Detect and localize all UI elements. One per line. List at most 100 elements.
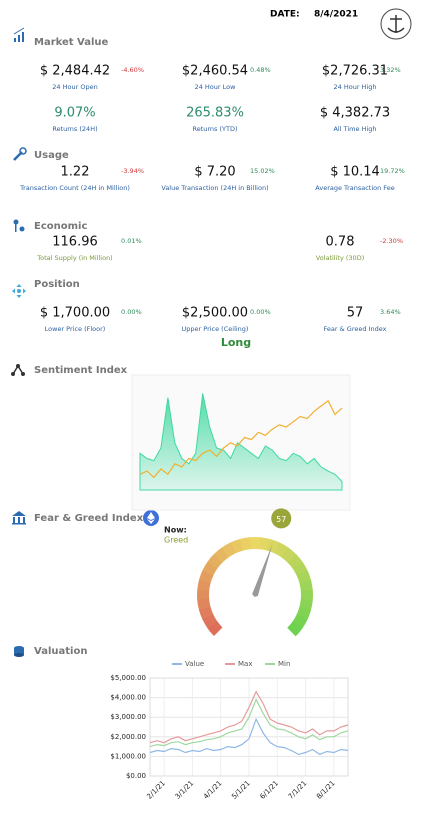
metric-change: -2.30% (380, 237, 403, 245)
metric-value: 57 (347, 306, 364, 321)
x-tick-label: 5/1/21 (230, 779, 252, 801)
metric-label: Transaction Count (24H in Million) (19, 184, 130, 192)
icon-position (12, 284, 26, 298)
legend-label: Value (185, 660, 204, 668)
metric-change: 3.64% (380, 308, 401, 316)
icon-economic (13, 219, 25, 232)
metric-label: Returns (24H) (52, 125, 97, 133)
icon-eth (143, 510, 159, 526)
x-tick-label: 6/1/21 (259, 779, 281, 801)
metric-label: 24 Hour Low (195, 83, 237, 91)
metric-label: 24 Hour Open (52, 83, 97, 91)
date: 8/4/2021 (314, 10, 358, 20)
section-title: Position (34, 279, 80, 290)
icon-feargreed (12, 511, 26, 525)
gauge-status: Greed (164, 536, 188, 545)
metric-value: 265.83% (186, 106, 244, 121)
plot-frame (149, 677, 349, 777)
gauge-arc (213, 547, 229, 563)
gauge-arc (259, 537, 271, 551)
metric-change: 0.00% (250, 308, 271, 316)
metric-value: $ 4,382.73 (320, 106, 390, 121)
section-title: Economic (34, 221, 87, 232)
legend-label: Max (238, 660, 252, 668)
y-tick-label: $4,000.00 (110, 694, 146, 702)
gauge-bubble (271, 508, 292, 529)
series-line (149, 717, 349, 756)
gauge-arc (197, 598, 211, 611)
metric-label: Average Transaction Fee (315, 184, 394, 192)
x-tick-label: 4/1/21 (202, 779, 224, 801)
legend-label: Min (278, 660, 290, 668)
icon-valuation (14, 646, 24, 657)
gauge-arc (230, 538, 244, 554)
gauge-arc (207, 553, 223, 569)
gauge-arc (249, 537, 261, 550)
metric-change: -3.94% (121, 167, 144, 175)
gauge-value: 57 (276, 515, 286, 524)
gauge-arc (197, 579, 211, 591)
metric-value: $ 10.14 (330, 165, 380, 180)
metric-change: 15.02% (250, 167, 275, 175)
date-label: DATE: (270, 10, 300, 20)
icon-sentiment (11, 364, 25, 376)
sentiment-area (139, 393, 343, 491)
y-tick-label: $3,000.00 (110, 713, 146, 721)
metric-change: 19.72% (380, 167, 405, 175)
x-tick-label: 7/1/21 (287, 779, 309, 801)
y-tick-label: $1,000.00 (110, 752, 146, 760)
gauge-arc (299, 599, 313, 611)
sentiment-line (139, 399, 343, 479)
x-tick-label: 2/1/21 (145, 779, 167, 801)
series-line (149, 690, 349, 744)
gauge-arc (287, 553, 303, 569)
x-tick-label: 3/1/21 (174, 779, 196, 801)
metric-value: $ 2,484.42 (40, 64, 110, 79)
gauge-arc (299, 579, 313, 592)
position-signal: Long (221, 336, 251, 349)
metric-label: Returns (YTD) (192, 125, 237, 133)
metric-value: $2,726.31 (322, 64, 388, 79)
section-title: Usage (34, 150, 69, 161)
gauge-arc (198, 570, 214, 584)
metric-label: 24 Hour High (334, 83, 377, 91)
gauge-arc (239, 537, 252, 551)
gauge-arc (296, 570, 312, 584)
y-tick-label: $0.00 (126, 772, 146, 780)
metric-value: $2,500.00 (182, 306, 248, 321)
metric-change: 0.00% (121, 308, 142, 316)
metric-label: Fear & Greed Index (324, 325, 387, 333)
gauge-arc (287, 621, 303, 637)
metric-label: Volatility (30D) (316, 254, 364, 262)
metric-value: 9.07% (54, 106, 95, 121)
gauge-needle (252, 543, 273, 597)
logo (380, 8, 412, 40)
gauge-arc (292, 614, 308, 629)
y-tick-label: $5,000.00 (110, 674, 146, 682)
gauge-now-label: Now: (164, 526, 187, 535)
metric-label: All Time High (333, 125, 376, 133)
gauge-arc (274, 542, 289, 558)
gauge-arc (202, 561, 218, 576)
gauge-arc (300, 589, 313, 601)
metric-value: $ 1,700.00 (40, 306, 110, 321)
metric-change: -4.60% (121, 66, 144, 74)
gauge-arc (296, 606, 312, 620)
section-title: Sentiment Index (34, 365, 128, 376)
y-tick-label: $2,000.00 (110, 733, 146, 741)
gauge-arc (207, 621, 223, 637)
metric-value: 116.96 (52, 235, 98, 250)
metric-value: $2,460.54 (182, 64, 248, 79)
icon-usage (13, 147, 27, 161)
series-line (149, 698, 349, 748)
metric-label: Total Supply (in Million) (36, 254, 112, 262)
section-title: Market Value (34, 37, 109, 48)
metric-value: $ 7.20 (194, 165, 235, 180)
metric-label: Value Transaction (24H in Billion) (161, 184, 268, 192)
gauge-arc (197, 589, 210, 601)
metric-label: Upper Price (Ceiling) (182, 325, 249, 333)
section-title: Valuation (34, 646, 87, 657)
gauge-arc (198, 606, 214, 620)
metric-value: 1.22 (61, 165, 90, 180)
